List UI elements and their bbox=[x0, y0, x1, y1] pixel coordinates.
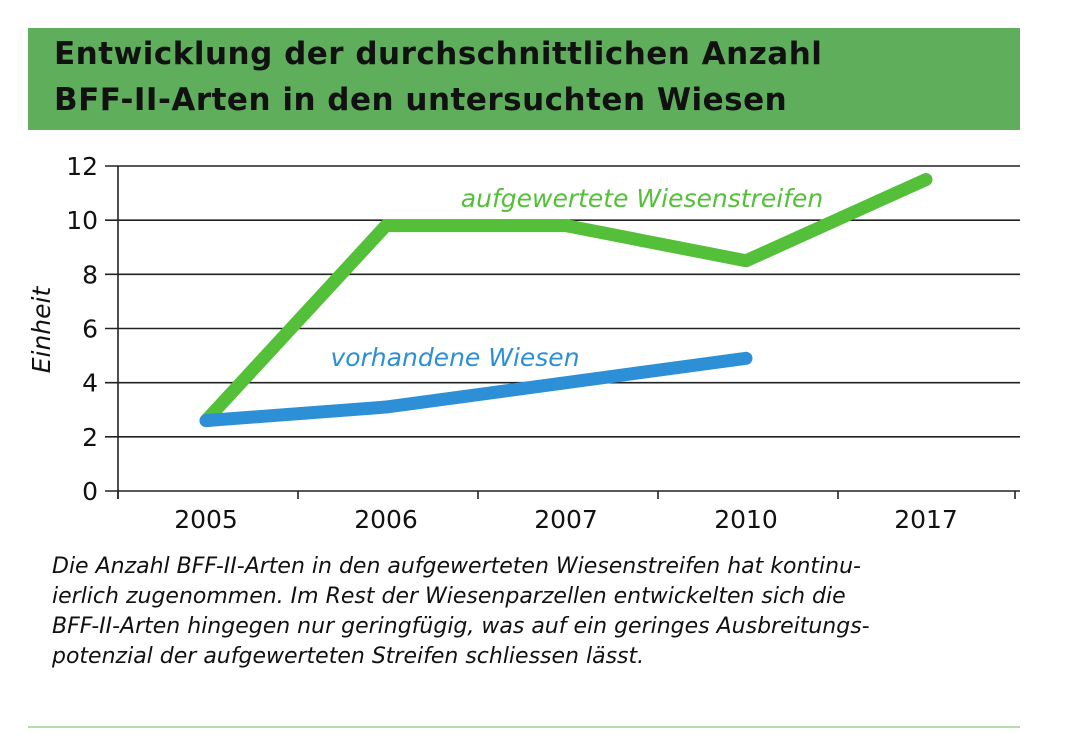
y-tick-label: 6 bbox=[82, 315, 98, 344]
caption-line: BFF-II-Arten hingegen nur geringfügig, w… bbox=[52, 614, 870, 639]
x-tick-label: 2010 bbox=[714, 505, 778, 534]
data-point bbox=[385, 406, 387, 409]
y-tick-label: 10 bbox=[66, 206, 98, 235]
data-point bbox=[205, 419, 207, 422]
data-point bbox=[745, 357, 747, 360]
data-point bbox=[565, 224, 567, 227]
y-axis-label: Einheit bbox=[27, 286, 56, 374]
chart-title-line-1: Entwicklung der durchschnittlichen Anzah… bbox=[54, 36, 823, 72]
x-tick-label: 2007 bbox=[534, 505, 598, 534]
chart-title-line-2: BFF-II-Arten in den untersuchten Wiesen bbox=[54, 82, 788, 118]
bottom-divider bbox=[28, 726, 1020, 728]
y-tick-label: 8 bbox=[82, 260, 98, 289]
chart-title-banner: Entwicklung der durchschnittlichen Anzah… bbox=[28, 28, 1020, 130]
y-tick-label: 0 bbox=[82, 477, 98, 506]
caption: Die Anzahl BFF-II-Arten in den aufgewert… bbox=[52, 552, 1012, 672]
series-label: aufgewertete Wiesenstreifen bbox=[461, 184, 823, 213]
y-tick-label: 2 bbox=[82, 423, 98, 452]
data-point bbox=[565, 381, 567, 384]
line-chart: 0 2 4 6 8 10 12 2005 2006 2007 2010 2017 Einheit aufg… bbox=[27, 152, 1020, 534]
data-point bbox=[385, 224, 387, 227]
x-tick-label: 2005 bbox=[174, 505, 238, 534]
x-tick-label: 2017 bbox=[894, 505, 958, 534]
caption-line: Die Anzahl BFF-II-Arten in den aufgewert… bbox=[52, 554, 861, 579]
caption-line: ierlich zugenommen. Im Rest der Wiesenpa… bbox=[52, 584, 846, 609]
y-tick-label: 4 bbox=[82, 369, 98, 398]
y-tick-label: 12 bbox=[66, 152, 98, 181]
caption-line: potenzial der aufgewerteten Streifen sch… bbox=[52, 644, 645, 669]
x-tick-label: 2006 bbox=[354, 505, 418, 534]
data-point bbox=[745, 259, 747, 262]
series-label: vorhandene Wiesen bbox=[330, 343, 579, 372]
data-point bbox=[925, 178, 927, 181]
series-line-vorhandene-wiesen bbox=[199, 351, 753, 428]
